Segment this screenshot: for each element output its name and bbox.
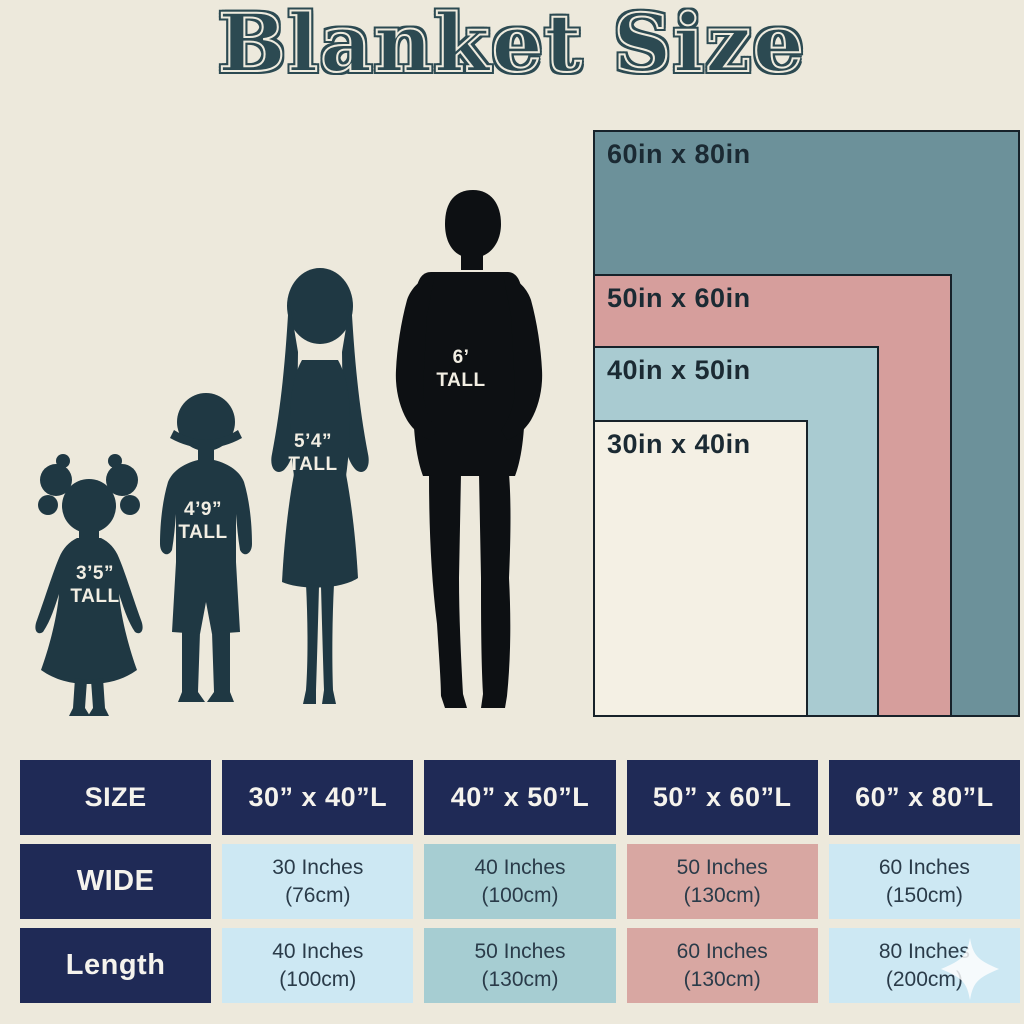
table-cell-length-60-cm: (130cm) <box>683 967 761 991</box>
girl-height-label: 3’5” TALL <box>40 563 150 609</box>
table-cell-length-40-inches: 40 Inches <box>272 940 364 964</box>
woman-tall-text: TALL <box>288 453 338 475</box>
boy-silhouette-image <box>160 393 252 702</box>
girl-silhouette-image <box>35 454 143 716</box>
blanket-rect-30x40: 30in x 40in <box>593 420 808 717</box>
girl-silhouette <box>27 448 151 724</box>
blanket-rect-30x40-label: 30in x 40in <box>607 429 751 459</box>
table-header-40x50: 40” x 50”L <box>424 760 616 835</box>
man-height-label: 6’ TALL <box>406 347 516 393</box>
table-cell-wide-50-cm: (130cm) <box>683 883 761 907</box>
table-cell-length-50-cm: (130cm) <box>481 967 559 991</box>
table-cell-length-80-cm: (200cm) <box>885 967 963 991</box>
table-cell-wide-30-inches: 30 Inches <box>272 856 364 880</box>
table-cell-wide-50-inches: 50 Inches <box>676 856 768 880</box>
table-header-size: SIZE <box>20 760 212 835</box>
table-cell-wide-60-inches: 60 Inches <box>878 856 970 880</box>
table-cell-wide-30: 30 Inches (76cm) <box>222 844 414 919</box>
woman-silhouette <box>256 262 384 714</box>
table-cell-wide-60-cm: (150cm) <box>885 883 963 907</box>
table-cell-length-50: 50 Inches (130cm) <box>424 928 616 1003</box>
table-cell-wide-40: 40 Inches (100cm) <box>424 844 616 919</box>
table-cell-wide-40-inches: 40 Inches <box>474 856 566 880</box>
table-cell-wide-50: 50 Inches (130cm) <box>626 844 818 919</box>
table-cell-length-50-inches: 50 Inches <box>474 940 566 964</box>
table-cell-length-40: 40 Inches (100cm) <box>222 928 414 1003</box>
woman-height-label: 5’4” TALL <box>258 431 368 477</box>
boy-height-label: 4’9” TALL <box>148 499 258 545</box>
boy-silhouette <box>148 380 264 720</box>
girl-tall-text: TALL <box>70 585 120 607</box>
man-silhouette-image <box>395 190 543 708</box>
boy-tall-text: TALL <box>178 521 228 543</box>
man-tall-text: TALL <box>436 369 486 391</box>
table-header-30x40: 30” x 40”L <box>222 760 414 835</box>
size-table: SIZE 30” x 40”L 40” x 50”L 50” x 60”L 60… <box>20 760 1020 1003</box>
table-cell-length-60-inches: 60 Inches <box>676 940 768 964</box>
table-header-50x60: 50” x 60”L <box>626 760 818 835</box>
page-title: Blanket Size <box>217 0 806 91</box>
sparkle-watermark-icon <box>941 938 999 1000</box>
table-header-60x80: 60” x 80”L <box>828 760 1020 835</box>
table-cell-length-40-cm: (100cm) <box>279 967 357 991</box>
table-cell-wide-30-cm: (76cm) <box>285 883 351 907</box>
table-rowlabel-wide: WIDE <box>20 844 212 919</box>
table-rowlabel-length: Length <box>20 928 212 1003</box>
man-height-value: 6’ <box>452 347 470 368</box>
man-silhouette <box>383 186 555 722</box>
blanket-rect-50x60-label: 50in x 60in <box>607 283 751 313</box>
table-cell-wide-60: 60 Inches (150cm) <box>828 844 1020 919</box>
woman-silhouette-image <box>271 268 369 704</box>
woman-height-value: 5’4” <box>294 431 332 452</box>
blanket-rect-60x80-label: 60in x 80in <box>607 139 751 169</box>
table-cell-length-60: 60 Inches (130cm) <box>626 928 818 1003</box>
boy-height-value: 4’9” <box>184 499 222 520</box>
table-cell-length-80-inches: 80 Inches <box>878 940 970 964</box>
table-cell-wide-40-cm: (100cm) <box>481 883 559 907</box>
girl-height-value: 3’5” <box>76 563 114 584</box>
blanket-rect-40x50-label: 40in x 50in <box>607 355 751 385</box>
